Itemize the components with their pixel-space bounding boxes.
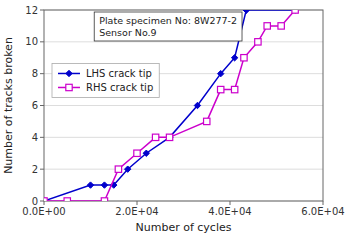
background (0, 0, 347, 237)
x-axis-label: Number of cycles (136, 221, 232, 234)
tick (230, 201, 231, 205)
marker (264, 23, 270, 29)
tick-label: 2 (32, 164, 38, 175)
marker (44, 198, 47, 201)
plot-frame (44, 10, 323, 201)
annotation-box (94, 12, 242, 41)
legend-label: LHS crack tip (86, 68, 152, 79)
tick (40, 105, 44, 106)
marker (231, 86, 237, 92)
marker (166, 134, 172, 140)
marker (204, 118, 210, 124)
marker (218, 86, 224, 92)
annotation: Plate specimen No: 8W277-2Sensor No.9 (94, 12, 242, 41)
annotation-line: Plate specimen No: 8W277-2 (99, 15, 237, 26)
grid-line (44, 41, 323, 42)
marker (243, 10, 249, 13)
tick (40, 169, 44, 170)
tick (40, 10, 44, 11)
grid-line (44, 137, 323, 138)
marker (125, 166, 131, 172)
tick (40, 137, 44, 138)
tick-label: 4.0E+04 (208, 206, 251, 217)
y-axis-label: Number of tracks broken (2, 37, 15, 174)
tick-label: 0.0E+00 (22, 206, 65, 217)
marker (64, 198, 70, 201)
tick-label: 0 (32, 196, 38, 207)
tick-label: 12 (25, 5, 38, 16)
marker (143, 150, 149, 156)
grid-line (44, 105, 323, 106)
marker (231, 55, 237, 61)
series-line (44, 10, 295, 201)
marker (166, 134, 172, 140)
marker (278, 23, 284, 29)
marker (292, 10, 298, 13)
tick (323, 201, 324, 205)
tick (40, 201, 44, 202)
tick-label: 6.0E+04 (301, 206, 344, 217)
chart: 0 2 4 6 8 10 12 0.0E+00 2.0E+04 4.0E+04 6.0E+04 Num… (0, 0, 347, 237)
marker (241, 55, 247, 61)
marker (87, 182, 93, 188)
legend: LHS crack tip RHS crack tip (52, 63, 159, 97)
marker (194, 102, 200, 108)
tick-label: 4 (32, 132, 38, 143)
tick-label: 10 (25, 36, 38, 47)
marker (218, 70, 224, 76)
legend-box (52, 63, 159, 97)
marker (66, 84, 72, 90)
tick-label: 8 (32, 68, 38, 79)
annotation-line: Sensor No.9 (99, 27, 156, 38)
legend-label: RHS crack tip (86, 82, 153, 93)
annotation-text: Plate specimen No: 8W277-2Sensor No.9 (99, 15, 237, 38)
marker (66, 70, 72, 76)
marker (134, 150, 140, 156)
tick (44, 201, 45, 205)
tick (137, 201, 138, 205)
marker (292, 10, 298, 13)
tick (40, 73, 44, 74)
series-line (44, 10, 295, 201)
tick-label: 2.0E+04 (115, 206, 158, 217)
marker (44, 198, 47, 201)
marker (255, 39, 261, 45)
marker (101, 198, 107, 201)
tick (40, 41, 44, 42)
grid-line (44, 169, 323, 170)
marker (101, 182, 107, 188)
marker (152, 134, 158, 140)
tick-label: 6 (32, 100, 38, 111)
plot-data (44, 10, 298, 201)
marker (115, 166, 121, 172)
marker (44, 198, 47, 201)
marker (243, 10, 249, 13)
marker (166, 134, 172, 140)
